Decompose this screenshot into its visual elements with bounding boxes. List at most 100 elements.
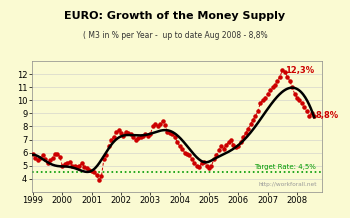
Point xyxy=(40,153,46,157)
Point xyxy=(262,96,268,99)
Point xyxy=(155,125,161,128)
Text: http://workforall.net: http://workforall.net xyxy=(259,182,317,187)
Point xyxy=(287,79,293,82)
Text: EURO: Growth of the Money Supply: EURO: Growth of the Money Supply xyxy=(64,11,286,21)
Point xyxy=(289,85,295,89)
Point xyxy=(69,164,75,167)
Text: Target Rate: 4,5%: Target Rate: 4,5% xyxy=(254,164,316,170)
Point xyxy=(57,155,63,158)
Text: 8,8%: 8,8% xyxy=(315,111,338,121)
Point xyxy=(245,127,251,131)
Point xyxy=(55,152,60,156)
Point xyxy=(260,99,266,102)
Point xyxy=(282,70,288,73)
Point xyxy=(101,157,107,161)
Point xyxy=(172,135,177,139)
Point xyxy=(174,140,180,144)
Text: ( M3 in % per Year -  up to date Aug 2008 - 8,8%: ( M3 in % per Year - up to date Aug 2008… xyxy=(83,31,267,39)
Point xyxy=(77,164,82,167)
Point xyxy=(307,114,312,118)
Point xyxy=(201,160,207,164)
Point xyxy=(253,114,258,118)
Point xyxy=(45,161,50,165)
Point xyxy=(272,83,278,86)
Point xyxy=(182,151,187,154)
Point xyxy=(221,147,226,150)
Point xyxy=(304,109,310,112)
Point xyxy=(240,135,246,139)
Point xyxy=(280,68,285,72)
Point xyxy=(143,133,148,136)
Point xyxy=(30,152,36,156)
Point xyxy=(133,138,139,141)
Point xyxy=(223,143,229,146)
Point xyxy=(50,156,55,160)
Point xyxy=(106,144,112,148)
Point xyxy=(238,140,244,144)
Point xyxy=(243,131,248,135)
Point xyxy=(108,138,114,141)
Point xyxy=(191,161,197,165)
Point xyxy=(199,161,204,165)
Point xyxy=(79,161,85,165)
Point xyxy=(91,170,97,174)
Point xyxy=(89,169,95,173)
Point xyxy=(135,136,141,140)
Point xyxy=(226,140,231,144)
Point xyxy=(209,164,214,167)
Point xyxy=(111,135,117,139)
Point xyxy=(292,92,298,95)
Point xyxy=(121,134,126,137)
Point xyxy=(62,163,68,166)
Point xyxy=(255,109,261,112)
Point xyxy=(206,167,212,170)
Point xyxy=(145,134,151,137)
Point xyxy=(187,153,192,157)
Point xyxy=(116,129,121,132)
Point xyxy=(277,75,283,78)
Point xyxy=(74,165,80,169)
Point xyxy=(233,146,239,149)
Point xyxy=(211,157,217,161)
Point xyxy=(72,164,77,167)
Point xyxy=(140,134,146,137)
Point xyxy=(169,133,175,136)
Text: 12,3%: 12,3% xyxy=(285,66,314,75)
Point xyxy=(67,160,72,164)
Point xyxy=(204,164,209,167)
Point xyxy=(47,159,53,162)
Point xyxy=(126,131,131,135)
Point xyxy=(35,159,41,162)
Point xyxy=(160,119,166,123)
Point xyxy=(104,153,109,157)
Point xyxy=(184,152,190,156)
Point xyxy=(302,105,307,109)
Point xyxy=(179,147,185,150)
Point xyxy=(297,99,302,102)
Point xyxy=(216,148,222,152)
Point xyxy=(123,130,129,133)
Point xyxy=(157,122,163,126)
Point xyxy=(42,157,48,161)
Point xyxy=(270,85,275,89)
Point xyxy=(150,125,156,128)
Point xyxy=(162,123,168,127)
Point xyxy=(250,118,256,122)
Point xyxy=(64,161,70,165)
Point xyxy=(94,173,99,177)
Point xyxy=(84,167,90,170)
Point xyxy=(37,156,43,160)
Point xyxy=(86,168,92,171)
Point xyxy=(196,165,202,169)
Point xyxy=(164,130,170,133)
Point xyxy=(236,144,241,148)
Point xyxy=(248,122,253,126)
Point xyxy=(82,165,87,169)
Point xyxy=(218,144,224,148)
Point xyxy=(177,144,182,148)
Point xyxy=(189,157,195,161)
Point xyxy=(153,122,158,126)
Point xyxy=(231,143,236,146)
Point xyxy=(312,114,317,118)
Point xyxy=(96,178,102,182)
